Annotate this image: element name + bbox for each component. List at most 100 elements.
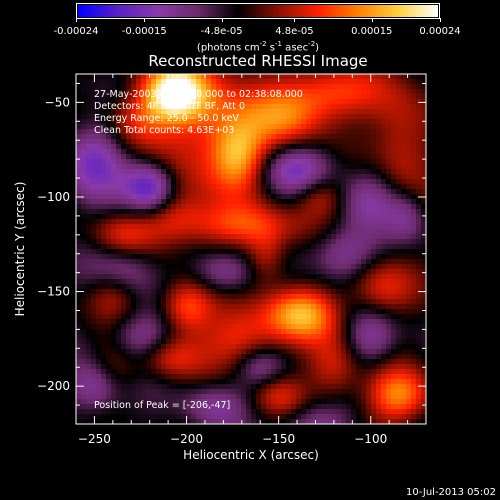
heatmap-cell (371, 149, 377, 155)
heatmap-cell (241, 159, 247, 165)
heatmap-cell (351, 399, 357, 405)
heatmap-cell (406, 379, 412, 385)
heatmap-cell (136, 334, 142, 340)
heatmap-cell (116, 294, 122, 300)
heatmap-cell (146, 299, 152, 305)
heatmap-cell (276, 294, 282, 300)
heatmap-cell (141, 389, 147, 395)
heatmap-cell (246, 194, 252, 200)
heatmap-cell (311, 244, 317, 250)
heatmap-cell (281, 374, 287, 380)
heatmap-cell (116, 329, 122, 335)
heatmap-cell (281, 419, 287, 424)
heatmap-cell (86, 234, 92, 240)
heatmap-cell (331, 349, 337, 355)
heatmap-cell (216, 129, 222, 135)
heatmap-cell (326, 99, 332, 105)
heatmap-cell (176, 229, 182, 235)
heatmap-cell (286, 389, 292, 395)
heatmap-cell (241, 94, 247, 100)
heatmap-cell (181, 239, 187, 245)
heatmap-cell (326, 234, 332, 240)
heatmap-cell (331, 389, 337, 395)
heatmap-cell (271, 239, 277, 245)
heatmap-cell (251, 114, 257, 120)
heatmap-cell (296, 119, 302, 125)
heatmap-cell (321, 294, 327, 300)
heatmap-cell (186, 284, 192, 290)
heatmap-cell (236, 199, 242, 205)
heatmap-cell (286, 174, 292, 180)
heatmap-cell (221, 159, 227, 165)
heatmap-cell (371, 204, 377, 210)
heatmap-cell (306, 169, 312, 175)
heatmap-cell (166, 364, 172, 370)
heatmap-cell (366, 234, 372, 240)
heatmap-cell (366, 134, 372, 140)
heatmap-cell (96, 119, 102, 125)
heatmap-cell (116, 104, 122, 110)
heatmap-cell (376, 114, 382, 120)
heatmap-cell (346, 234, 352, 240)
heatmap-cell (381, 319, 387, 325)
heatmap-cell (141, 204, 147, 210)
heatmap-cell (296, 264, 302, 270)
heatmap-cell (286, 289, 292, 295)
heatmap-cell (76, 269, 82, 275)
heatmap-cell (391, 114, 397, 120)
heatmap-cell (301, 74, 307, 80)
heatmap-cell (261, 214, 267, 220)
heatmap-cell (196, 359, 202, 365)
heatmap-cell (331, 139, 337, 145)
heatmap-cell (81, 124, 87, 130)
heatmap-cell (336, 324, 342, 330)
heatmap-cell (351, 229, 357, 235)
heatmap-cell (96, 274, 102, 280)
heatmap-cell (246, 354, 252, 360)
heatmap-cell (356, 174, 362, 180)
heatmap-cell (421, 419, 426, 424)
heatmap-cell (151, 309, 157, 315)
heatmap-cell (411, 239, 417, 245)
heatmap-cell (236, 304, 242, 310)
heatmap-cell (211, 119, 217, 125)
heatmap-cell (191, 94, 197, 100)
heatmap-cell (246, 289, 252, 295)
heatmap-cell (256, 299, 262, 305)
heatmap-cell (171, 79, 177, 85)
heatmap-cell (76, 214, 82, 220)
heatmap-cell (361, 224, 367, 230)
heatmap-cell (346, 214, 352, 220)
heatmap-cell (251, 169, 257, 175)
heatmap-cell (356, 324, 362, 330)
heatmap-cell (121, 79, 127, 85)
heatmap-cell (261, 89, 267, 95)
heatmap-cell (201, 249, 207, 255)
heatmap-cell (121, 304, 127, 310)
heatmap-cell (386, 174, 392, 180)
heatmap-cell (196, 204, 202, 210)
heatmap-cell (176, 284, 182, 290)
heatmap-cell (106, 289, 112, 295)
heatmap-cell (151, 169, 157, 175)
heatmap-cell (326, 154, 332, 160)
heatmap-cell (111, 264, 117, 270)
heatmap-cell (96, 409, 102, 415)
heatmap-cell (386, 84, 392, 90)
heatmap-cell (346, 129, 352, 135)
heatmap-cell (216, 299, 222, 305)
heatmap-cell (236, 179, 242, 185)
heatmap-cell (411, 89, 417, 95)
heatmap-cell (331, 159, 337, 165)
heatmap-cell (156, 109, 162, 115)
heatmap-cell (266, 309, 272, 315)
heatmap-cell (111, 414, 117, 420)
heatmap-cell (236, 249, 242, 255)
heatmap-cell (156, 134, 162, 140)
heatmap-cell (156, 94, 162, 100)
heatmap-cell (391, 264, 397, 270)
heatmap-cell (121, 159, 127, 165)
heatmap-cell (176, 194, 182, 200)
heatmap-cell (76, 274, 82, 280)
heatmap-cell (401, 179, 407, 185)
